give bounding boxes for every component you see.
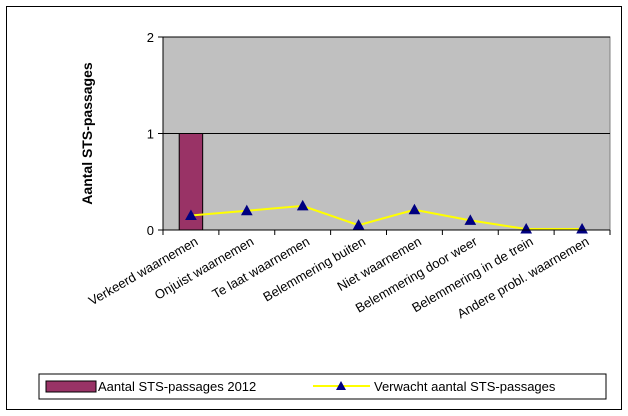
- line-marker: [520, 223, 533, 234]
- line-marker: [240, 204, 253, 216]
- line-marker: [464, 214, 477, 225]
- line-marker: [296, 199, 309, 211]
- x-tick-label: Onjuist waarnemen: [152, 234, 256, 303]
- y-tick-label: 0: [147, 223, 154, 238]
- line-marker: [408, 203, 421, 215]
- legend-line-label: Verwacht aantal STS-passages: [374, 379, 556, 394]
- y-tick-label: 1: [147, 127, 154, 142]
- x-tick-label: Belemmering buiten: [260, 234, 368, 305]
- line-markers: [185, 199, 588, 234]
- y-axis-label: Aantal STS-passages: [79, 62, 95, 205]
- legend: Aantal STS-passages 2012 Verwacht aantal…: [38, 373, 607, 400]
- line-marker: [352, 219, 365, 230]
- y-tick-label: 2: [147, 30, 154, 45]
- legend-bar-label: Aantal STS-passages 2012: [98, 379, 256, 394]
- legend-line-marker: [336, 381, 346, 390]
- expected-line: [190, 204, 583, 231]
- legend-bar-swatch: [45, 380, 97, 393]
- line-marker: [185, 209, 197, 221]
- line-marker: [576, 223, 588, 234]
